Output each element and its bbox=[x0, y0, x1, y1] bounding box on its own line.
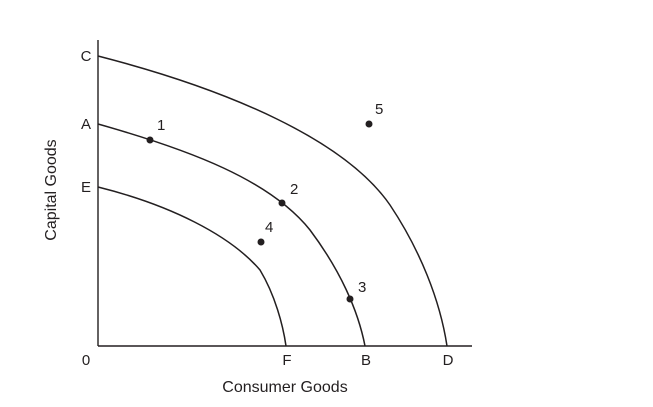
point-2-label: 2 bbox=[290, 181, 298, 198]
point-3-label: 3 bbox=[358, 279, 366, 296]
inner-curve-e-to-f bbox=[97, 186, 287, 347]
point-1-dot bbox=[146, 136, 154, 144]
point-5-label: 5 bbox=[375, 101, 383, 118]
x-axis-title: Consumer Goods bbox=[222, 379, 347, 396]
x-label-d: D bbox=[443, 352, 454, 369]
point-1-label: 1 bbox=[157, 117, 165, 134]
y-label-e: E bbox=[81, 179, 91, 196]
y-axis-title: Capital Goods bbox=[43, 139, 60, 240]
point-2-dot bbox=[278, 199, 286, 207]
origin-label: 0 bbox=[82, 352, 90, 369]
outer-curve-c-to-d bbox=[97, 55, 448, 347]
point-3-dot bbox=[346, 295, 354, 303]
y-label-c: C bbox=[81, 48, 92, 65]
point-5-dot bbox=[365, 120, 373, 128]
point-4-dot bbox=[257, 238, 265, 246]
x-label-b: B bbox=[361, 352, 371, 369]
y-label-a: A bbox=[81, 116, 91, 133]
point-4-label: 4 bbox=[265, 219, 273, 236]
x-label-f: F bbox=[282, 352, 291, 369]
middle-curve-a-to-b bbox=[97, 123, 366, 347]
